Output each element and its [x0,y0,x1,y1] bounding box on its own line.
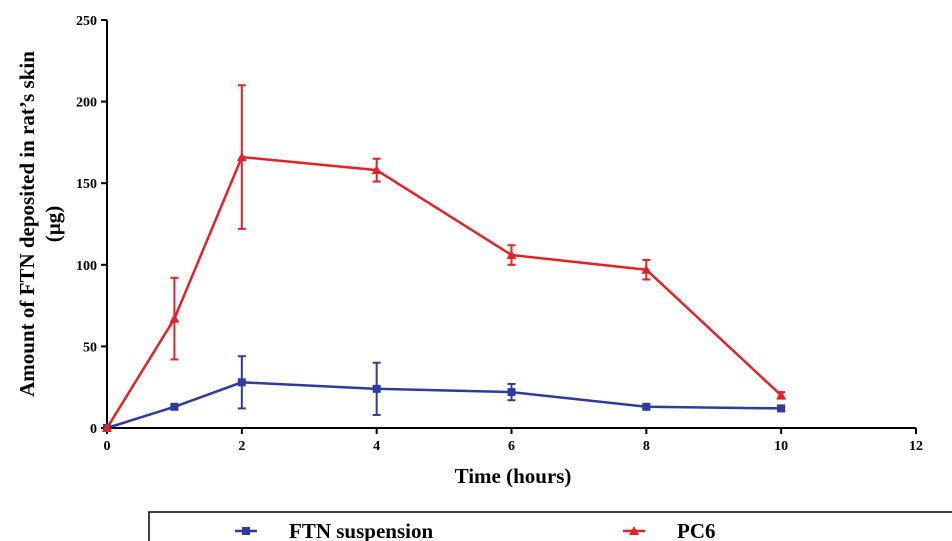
x-axis-title: Time (hours) [455,464,572,488]
x-tick-label: 10 [774,439,788,454]
legend-marker [242,527,250,535]
x-tick-label: 8 [643,439,650,454]
legend-item: PC6 [623,519,716,541]
data-point [642,402,651,411]
y-tick-label: 0 [90,422,97,437]
y-axis-title-line-2: (µg) [41,206,65,243]
axes: 0 2 4 6 8 10 12 0 50 100 150 200 250 [76,14,923,454]
y-tick-label: 250 [76,14,97,29]
y-tick-label: 150 [76,177,97,192]
data-point [236,152,247,162]
x-tick-label: 4 [373,439,380,454]
data-point [776,390,787,400]
data-point [169,313,180,323]
legend-marker [629,526,639,535]
data-point [237,378,246,387]
data-point [507,388,516,397]
legend: FTN suspension PC6 [148,511,952,541]
data-point [371,165,382,175]
series-layer [102,84,787,432]
data-point [506,250,517,260]
data-point [777,404,786,413]
data-point [102,423,112,432]
y-tick-label: 100 [76,259,97,274]
series-pc6 [102,84,787,432]
x-tick-label: 0 [104,439,111,454]
y-axis-title-line-1: Amount of FTN deposited in rat’s skin [15,51,39,397]
legend-item: FTN suspension [235,519,433,541]
y-tick-label: 50 [83,340,97,355]
series-line [106,381,782,430]
x-tick-label: 2 [238,439,245,454]
legend-box [148,511,952,541]
legend-label: PC6 [677,519,716,541]
series-ftn-suspension [103,355,786,432]
x-tick-label: 6 [508,439,515,454]
data-point [170,402,179,411]
y-axis-title: Amount of FTN deposited in rat’s skin (µ… [15,51,65,397]
y-tick-label: 200 [76,96,97,111]
legend-label: FTN suspension [289,519,433,541]
data-point [641,264,652,274]
data-point [372,384,381,393]
series-line [105,155,783,429]
x-tick-label: 12 [909,439,923,454]
legend-items: FTN suspension PC6 [235,519,716,541]
